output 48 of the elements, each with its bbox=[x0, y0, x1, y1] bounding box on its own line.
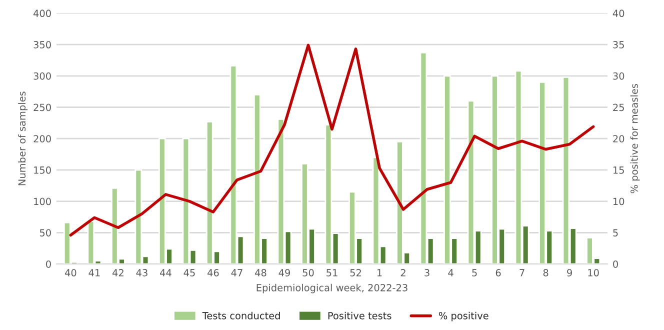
y-tick-label: 250 bbox=[34, 104, 51, 112]
y-tick-label: 0 bbox=[46, 260, 51, 268]
y2-tick-label: 20 bbox=[613, 135, 624, 142]
y2-tick-label: 40 bbox=[612, 10, 624, 18]
x-tick-label: 51 bbox=[326, 269, 338, 276]
x-tick-label: 52 bbox=[350, 269, 361, 276]
y-tick-label: 100 bbox=[34, 198, 51, 206]
x-axis-title: Epidemiological week, 2022-23 bbox=[256, 284, 408, 294]
x-tick-label: 49 bbox=[278, 269, 290, 276]
y-tick-label: 50 bbox=[40, 229, 51, 236]
x-tick-label: 45 bbox=[184, 269, 195, 276]
x-tick-label: 48 bbox=[255, 269, 266, 276]
x-tick-label: 46 bbox=[208, 269, 219, 276]
x-tick-label: 6 bbox=[496, 269, 501, 276]
x-tick-label: 5 bbox=[472, 269, 477, 276]
y-tick-label: 200 bbox=[34, 135, 51, 142]
x-tick-label: 8 bbox=[543, 269, 548, 276]
x-tick-label: 3 bbox=[424, 269, 430, 276]
y2-tick-label: 5 bbox=[613, 229, 618, 236]
x-tick-label: 43 bbox=[136, 269, 148, 276]
legend-label: Positive tests bbox=[328, 312, 392, 320]
y2-tick-label: 25 bbox=[613, 104, 624, 112]
y2-tick-label: 35 bbox=[613, 41, 624, 48]
x-tick-label: 47 bbox=[231, 269, 242, 276]
y-tick-label: 400 bbox=[33, 10, 51, 18]
x-tick-label: 42 bbox=[112, 269, 124, 276]
x-tick-label: 1 bbox=[377, 269, 382, 276]
x-tick-label: 4 bbox=[448, 269, 454, 276]
y-axis-title: Number of samples bbox=[18, 92, 28, 186]
x-tick-label: 50 bbox=[302, 269, 314, 276]
legend-label: Tests conducted bbox=[202, 312, 280, 320]
y2-axis-title: % positive for measles bbox=[630, 84, 640, 194]
legend-label: % positive bbox=[438, 312, 488, 322]
x-tick-label: 2 bbox=[400, 269, 406, 276]
y2-tick-label: 0 bbox=[613, 260, 618, 268]
y2-tick-label: 30 bbox=[613, 72, 624, 80]
x-tick-label: 9 bbox=[567, 269, 572, 276]
y-tick-label: 350 bbox=[34, 41, 51, 48]
y2-tick-label: 10 bbox=[613, 198, 624, 206]
y-tick-label: 300 bbox=[34, 72, 51, 80]
y-tick-label: 150 bbox=[34, 166, 51, 174]
x-tick-label: 7 bbox=[520, 269, 524, 276]
line-series bbox=[69, 44, 595, 237]
x-tick-label: 40 bbox=[64, 269, 76, 276]
y2-tick-label: 15 bbox=[613, 166, 624, 174]
x-tick-label: 44 bbox=[160, 269, 172, 276]
x-tick-label: 41 bbox=[88, 269, 100, 276]
x-tick-label: 10 bbox=[588, 269, 599, 276]
